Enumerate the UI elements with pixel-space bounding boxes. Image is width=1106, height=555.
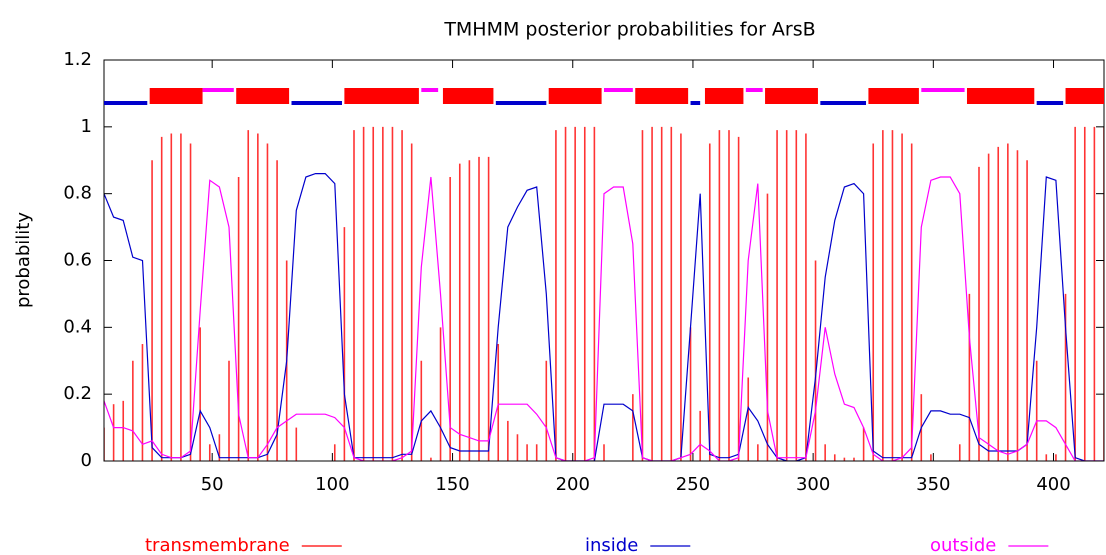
x-tick-label: 100 xyxy=(315,474,349,495)
topology-segment xyxy=(236,88,290,104)
y-tick-label: 0.4 xyxy=(63,316,92,337)
topology-segment xyxy=(1065,88,1104,104)
y-tick-label: 1 xyxy=(81,116,92,137)
topology-segment xyxy=(442,88,494,104)
y-tick-label: 0.6 xyxy=(63,250,92,271)
legend-label: inside xyxy=(585,535,638,555)
topology-segment xyxy=(635,88,689,104)
topology-segment xyxy=(868,88,919,104)
topology-segment xyxy=(966,88,1035,104)
plot-frame xyxy=(103,59,1105,462)
topology-segment xyxy=(765,88,818,104)
x-tick-label: 50 xyxy=(201,474,224,495)
topology-segment xyxy=(704,88,744,104)
probability-line xyxy=(104,173,1104,461)
x-tick-label: 350 xyxy=(916,474,950,495)
y-tick-label: 1.2 xyxy=(63,49,92,70)
probability-line xyxy=(104,176,1104,461)
topology-segment xyxy=(149,88,203,104)
plot-area xyxy=(104,126,1104,461)
y-tick-label: 0 xyxy=(81,450,92,471)
topology-segment xyxy=(548,88,602,104)
topology-segment xyxy=(344,88,419,104)
y-axis-label: probability xyxy=(13,212,34,308)
x-tick-label: 300 xyxy=(796,474,830,495)
x-tick-label: 400 xyxy=(1036,474,1070,495)
x-tick-label: 200 xyxy=(556,474,590,495)
x-tick-label: 150 xyxy=(435,474,469,495)
chart-title: TMHMM posterior probabilities for ArsB xyxy=(443,19,815,41)
legend-label: transmembrane xyxy=(145,535,290,555)
legend-label: outside xyxy=(930,535,996,555)
y-tick-label: 0.2 xyxy=(63,383,92,404)
y-tick-label: 0.8 xyxy=(63,183,92,204)
x-tick-label: 250 xyxy=(676,474,710,495)
